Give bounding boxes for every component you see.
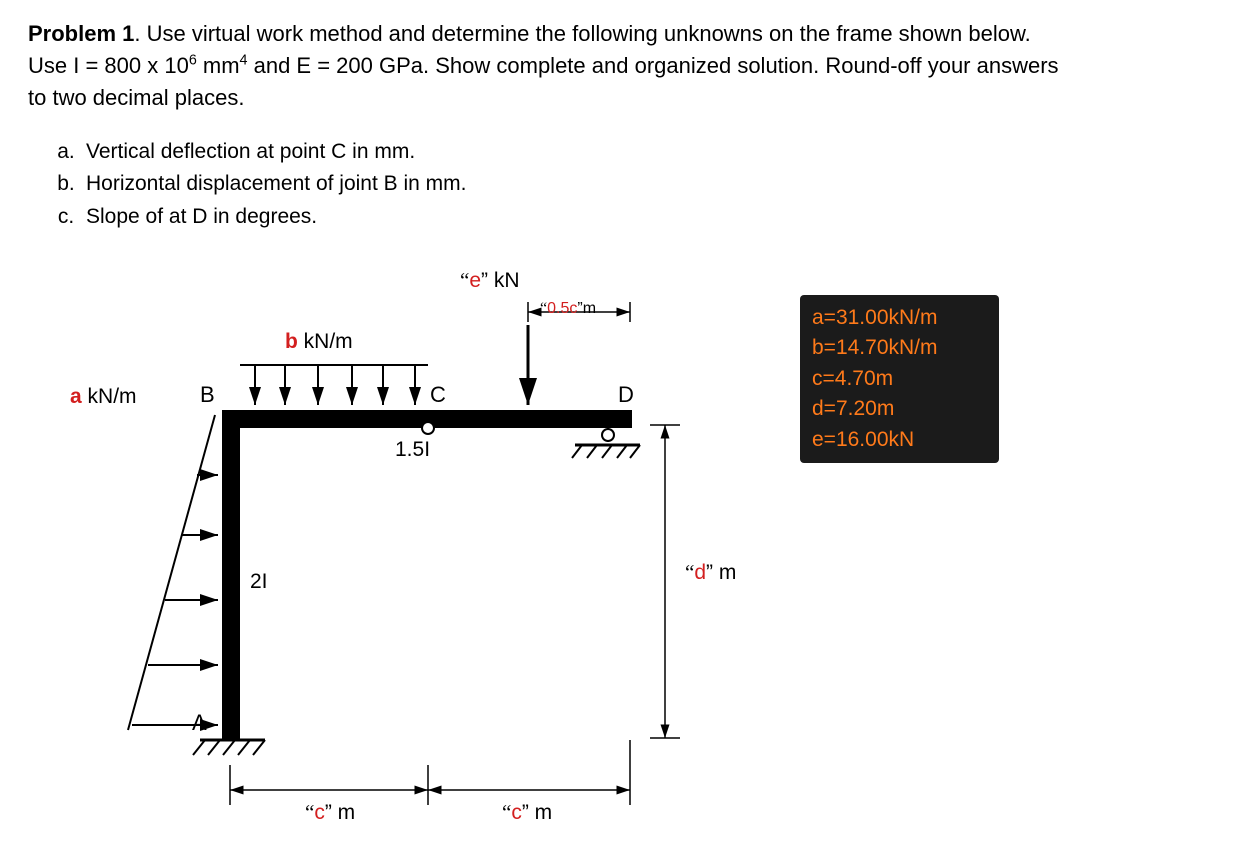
parameter-box: a=31.00kN/m b=14.70kN/m c=4.70m d=7.20m … <box>800 295 999 463</box>
label-e-kn: “e” kN <box>460 268 520 293</box>
param-d: d=7.20m <box>812 394 987 424</box>
dim-c-left: “c” m <box>305 800 355 825</box>
node-A: A <box>192 710 207 736</box>
frame-diagram: “e” kN “0.5c”m b kN/m a kN/m B C D A 1.5… <box>70 270 790 830</box>
dim-c-right: “c” m <box>502 800 552 825</box>
diagram-svg <box>70 270 790 830</box>
label-a-knm: a kN/m <box>70 385 137 409</box>
node-C: C <box>430 382 446 408</box>
dim-d: “d” m <box>685 560 736 585</box>
question-list: a.Vertical deflection at point C in mm. … <box>46 136 1215 234</box>
problem-heading: Problem 1. Use virtual work method and d… <box>28 18 1215 114</box>
param-e: e=16.00kN <box>812 425 987 455</box>
label-halfc: “0.5c”m <box>540 300 596 318</box>
param-b: b=14.70kN/m <box>812 333 987 363</box>
node-B: B <box>200 382 215 408</box>
param-a: a=31.00kN/m <box>812 303 987 333</box>
node-D: D <box>618 382 634 408</box>
label-2I: 2I <box>250 570 268 594</box>
label-1_5I: 1.5I <box>395 438 430 462</box>
param-c: c=4.70m <box>812 364 987 394</box>
label-b-knm: b kN/m <box>285 330 353 354</box>
problem-title-strong: Problem 1 <box>28 21 134 46</box>
